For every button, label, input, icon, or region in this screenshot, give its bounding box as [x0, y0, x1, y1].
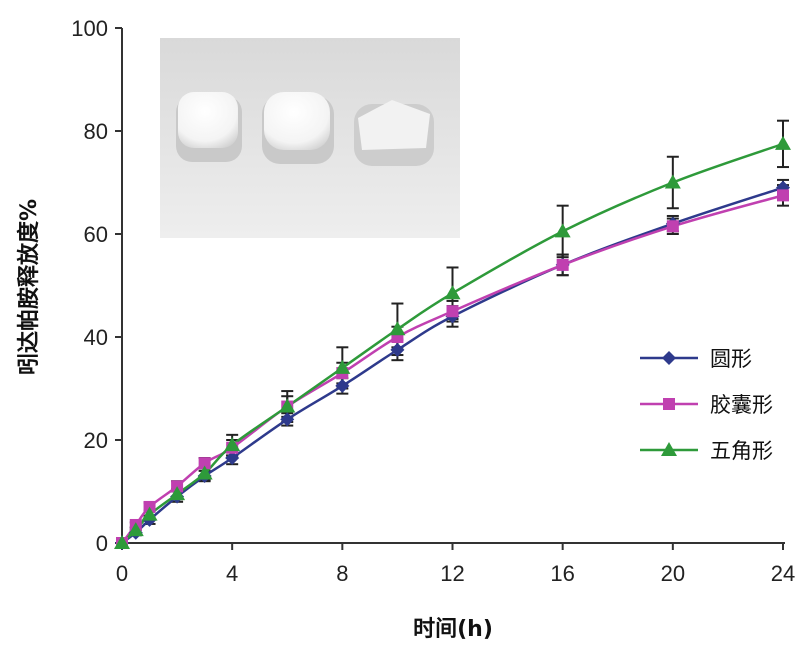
data-point-triangle [224, 437, 241, 452]
x-tick-label: 12 [440, 561, 464, 586]
y-tick-label: 60 [84, 222, 108, 247]
series-line-1 [121, 194, 784, 544]
data-point-triangle [775, 135, 791, 150]
x-axis-title: 时间(h) [413, 617, 493, 642]
y-tick-label: 20 [84, 428, 108, 453]
y-axis-title: 吲达帕胺释放度% [16, 199, 42, 375]
x-tick-label: 16 [550, 561, 574, 586]
data-point-diamond [280, 412, 295, 427]
data-point-square [777, 189, 789, 202]
y-tick-label: 0 [96, 531, 108, 556]
legend-label: 五角形 [710, 439, 773, 463]
x-tick-label: 24 [771, 561, 795, 586]
tick-labels: 0 20 40 60 80 100 0 4 8 12 16 20 24 [71, 16, 795, 586]
y-tick-label: 40 [84, 325, 108, 350]
data-point-triangle [127, 522, 144, 537]
x-tick-label: 0 [116, 561, 128, 586]
y-tick-label: 80 [84, 119, 108, 144]
x-tick-label: 4 [226, 561, 238, 586]
tablet-photo [160, 38, 460, 238]
data-point-diamond [662, 351, 676, 365]
data-point-diamond [390, 342, 405, 357]
data-point-triangle [334, 359, 351, 374]
data-point-triangle [554, 223, 571, 238]
pentagon-tablet-image [354, 100, 434, 166]
data-point-triangle [661, 442, 677, 456]
data-point-triangle [114, 535, 130, 549]
y-tick-label: 100 [71, 16, 108, 41]
series-markers [114, 135, 791, 550]
legend-label: 圆形 [710, 347, 752, 371]
data-point-triangle [141, 506, 158, 521]
data-point-square [663, 398, 675, 410]
capsule-tablet-image [262, 92, 334, 164]
data-point-triangle [279, 398, 296, 413]
data-point-diamond [225, 451, 240, 466]
data-point-triangle [444, 285, 461, 300]
legend-label: 胶囊形 [710, 393, 773, 417]
data-point-square [446, 305, 459, 318]
series-line-0 [121, 186, 784, 545]
x-tick-label: 20 [661, 561, 685, 586]
data-point-square [556, 258, 569, 271]
data-point-square [666, 220, 679, 233]
data-point-diamond [335, 378, 350, 393]
data-point-triangle [169, 486, 186, 501]
round-tablet-image [176, 92, 242, 162]
data-point-triangle [664, 174, 681, 189]
data-point-triangle [196, 465, 213, 480]
x-tick-label: 8 [336, 561, 348, 586]
data-point-square [198, 457, 211, 470]
data-point-triangle [389, 321, 406, 336]
